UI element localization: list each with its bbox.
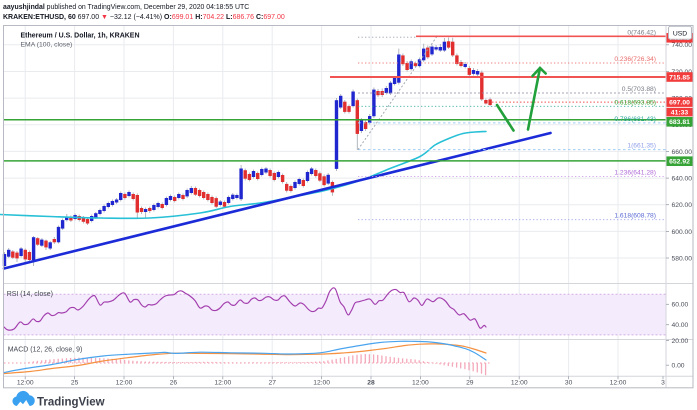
svg-text:12:00: 12:00 (116, 380, 133, 387)
svg-text:USD: USD (673, 30, 687, 37)
svg-text:26: 26 (170, 380, 178, 387)
svg-text:Ethereum / U.S. Dollar, 1h, KR: Ethereum / U.S. Dollar, 1h, KRAKEN (21, 33, 140, 40)
svg-text:25: 25 (71, 380, 79, 387)
svg-text:TradingView: TradingView (37, 397, 105, 409)
svg-text:RSI (14, close): RSI (14, close) (7, 291, 53, 298)
svg-text:1.618(608.78): 1.618(608.78) (614, 213, 656, 220)
svg-text:41:33: 41:33 (671, 110, 689, 117)
svg-text:697.00: 697.00 (669, 100, 690, 107)
svg-text:12:00: 12:00 (511, 380, 528, 387)
svg-text:683.81: 683.81 (669, 119, 690, 126)
svg-text:29: 29 (466, 380, 474, 387)
svg-text:12:00: 12:00 (214, 380, 231, 387)
svg-text:715.85: 715.85 (669, 74, 690, 81)
svg-text:0.5(703.88): 0.5(703.88) (622, 86, 656, 93)
svg-text:660.00: 660.00 (672, 149, 693, 156)
svg-text:aayushjindal published on Trad: aayushjindal published on TradingView.co… (3, 4, 249, 11)
svg-text:60.00: 60.00 (672, 302, 689, 309)
svg-text:12:00: 12:00 (313, 380, 330, 387)
svg-text:12:00: 12:00 (17, 380, 34, 387)
svg-text:3: 3 (661, 380, 665, 387)
svg-text:0.00: 0.00 (672, 363, 685, 370)
svg-text:740.00: 740.00 (672, 42, 693, 49)
svg-text:652.92: 652.92 (669, 159, 690, 166)
svg-text:40.00: 40.00 (672, 322, 689, 329)
svg-text:1.236(641.28): 1.236(641.28) (614, 169, 656, 176)
svg-text:0.236(726.34): 0.236(726.34) (614, 56, 656, 63)
svg-text:600.00: 600.00 (672, 229, 693, 236)
svg-text:20.00: 20.00 (672, 338, 689, 345)
svg-text:12:00: 12:00 (610, 380, 627, 387)
svg-text:620.00: 620.00 (672, 202, 693, 209)
svg-text:0(746.42): 0(746.42) (627, 29, 656, 36)
svg-text:0.786(681.43): 0.786(681.43) (614, 116, 656, 123)
svg-text:MACD (12, 26, close, 9): MACD (12, 26, close, 9) (8, 347, 83, 354)
svg-text:27: 27 (268, 380, 276, 387)
svg-text:KRAKEN:ETHUSD, 60 697.00 ▼ −3: KRAKEN:ETHUSD, 60 697.00 ▼ −32.12 (−4.41… (3, 14, 285, 21)
svg-text:30: 30 (565, 380, 573, 387)
svg-text:28: 28 (367, 380, 375, 387)
svg-text:1(661.35): 1(661.35) (627, 143, 656, 150)
svg-text:640.00: 640.00 (672, 176, 693, 183)
svg-text:580.00: 580.00 (672, 255, 693, 262)
svg-text:12:00: 12:00 (412, 380, 429, 387)
svg-text:0.618(693.85): 0.618(693.85) (614, 99, 656, 106)
svg-text:EMA (100, close): EMA (100, close) (21, 41, 73, 48)
